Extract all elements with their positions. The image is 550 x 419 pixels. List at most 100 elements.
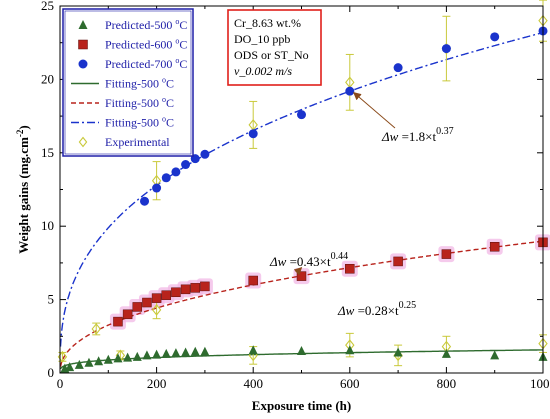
- x-tick-label: 800: [437, 376, 457, 391]
- annotation-exponent: 0.25: [399, 300, 417, 311]
- legend-label-sup: o: [162, 115, 166, 124]
- legend-label-main: Fitting-500: [105, 116, 162, 130]
- x-tick-label: 400: [243, 376, 263, 391]
- data-point-triangle: [94, 356, 104, 366]
- y-axis-title: Weight gains (mg.cm-2): [15, 125, 31, 253]
- legend-label-unit: C: [179, 18, 187, 32]
- y-tick-label: 20: [41, 71, 54, 86]
- data-point-triangle: [65, 362, 75, 372]
- x-tick-label: 0: [57, 376, 64, 391]
- legend-label: Experimental: [105, 135, 170, 149]
- data-point-triangle: [142, 350, 152, 360]
- data-point-square: [132, 302, 143, 312]
- legend-box: [62, 8, 194, 157]
- legend-label-sup: o: [162, 76, 166, 85]
- y-tick-label: 5: [48, 292, 55, 307]
- annotation-arrow: [293, 266, 303, 276]
- info-box-line: ODS or ST_No: [234, 48, 309, 62]
- data-point-triangle: [161, 348, 171, 358]
- data-point-triangle: [490, 350, 500, 360]
- legend-label-sup: o: [162, 95, 166, 104]
- data-point-triangle: [200, 346, 210, 356]
- data-point-triangle: [152, 349, 162, 359]
- data-point-circle: [171, 167, 181, 177]
- annotation-eq: =1.8×t: [398, 129, 436, 144]
- data-point-square: [151, 293, 162, 303]
- data-point-square: [393, 256, 403, 267]
- legend-label: Fitting-500 oC: [105, 95, 174, 110]
- data-point-triangle: [132, 351, 142, 361]
- data-point-triangle: [393, 347, 403, 357]
- legend-label-sup: o: [175, 56, 179, 65]
- data-point-triangle: [74, 359, 84, 369]
- annotation-equation: Δw =0.28×t0.25: [337, 300, 416, 318]
- legend-label-main: Fitting-500: [105, 96, 162, 110]
- legend-label: Predicted-600 oC: [105, 37, 187, 52]
- data-point-square: [345, 264, 355, 274]
- y-tick-label: 0: [48, 365, 55, 380]
- y-axis-title-sup: -2: [15, 129, 25, 137]
- data-point-circle: [490, 32, 500, 42]
- y-axis-title-tail: ): [16, 125, 31, 129]
- experimental-point: [151, 303, 162, 316]
- legend-inner-border: [64, 10, 192, 155]
- annotation-exponent: 0.37: [436, 126, 454, 137]
- legend-label-main: Experimental: [105, 135, 170, 149]
- legend-marker-circle: [78, 59, 88, 69]
- y-tick-label: 15: [41, 145, 54, 160]
- data-point-square: [142, 297, 152, 308]
- data-point-square: [161, 290, 172, 300]
- data-point-circle: [181, 160, 191, 170]
- annotation-exponent: 0.44: [331, 251, 349, 262]
- info-box-line: v_0.002 m/s: [234, 64, 292, 78]
- data-point-circle: [140, 196, 150, 206]
- legend-marker-square: [78, 39, 88, 50]
- data-point-square: [441, 249, 452, 259]
- data-point-square: [248, 275, 258, 286]
- y-axis-title-main: Weight gains (mg.cm: [16, 137, 31, 254]
- data-point-square: [200, 281, 210, 292]
- fit-curve: [59, 32, 543, 347]
- legend-label-sup: o: [175, 37, 179, 46]
- data-point-triangle: [84, 357, 94, 367]
- legend-label-unit: C: [179, 57, 187, 71]
- data-point-square: [180, 284, 191, 295]
- legend-label-unit: C: [166, 116, 174, 130]
- data-point-circle: [441, 44, 451, 54]
- data-point-triangle: [171, 348, 181, 358]
- x-tick-label: 200: [147, 376, 167, 391]
- data-point-square: [113, 316, 123, 327]
- experimental-point: [91, 323, 101, 335]
- data-point-square: [296, 271, 307, 281]
- legend-label-main: Predicted-700: [105, 57, 175, 71]
- info-box-line: Cr_8.63 wt.%: [234, 16, 301, 30]
- x-tick-label: 600: [340, 376, 360, 391]
- data-point-triangle: [181, 347, 191, 357]
- legend-label-main: Fitting-500: [105, 77, 162, 91]
- legend-label-unit: C: [166, 96, 174, 110]
- data-point-square: [190, 283, 200, 293]
- legend-label-unit: C: [179, 38, 187, 52]
- data-point-triangle: [345, 345, 355, 355]
- legend-label-main: Predicted-600: [105, 38, 175, 52]
- legend-label: Predicted-700 oC: [105, 56, 187, 71]
- data-point-circle: [345, 86, 355, 96]
- annotation-prefix: Δw: [269, 254, 287, 269]
- data-point-triangle: [190, 346, 200, 356]
- legend-label: Fitting-500 oC: [105, 76, 174, 91]
- annotation-arrow: [353, 92, 396, 129]
- data-point-triangle: [248, 345, 258, 355]
- legend-label-unit: C: [166, 77, 174, 91]
- legend-label: Predicted-500 oC: [105, 17, 187, 32]
- y-tick-label: 10: [41, 218, 54, 233]
- annotation-equation: Δw =0.43×t0.44: [269, 251, 348, 269]
- y-tick-label: 25: [41, 0, 54, 13]
- x-axis-title: Exposure time (h): [252, 398, 351, 413]
- data-point-triangle: [123, 352, 133, 362]
- info-box: Cr_8.63 wt.% DO_10 ppb ODS or ST_No v_0.002…: [227, 9, 322, 86]
- data-point-square: [489, 242, 500, 252]
- legend-marker-diamond: [78, 136, 88, 148]
